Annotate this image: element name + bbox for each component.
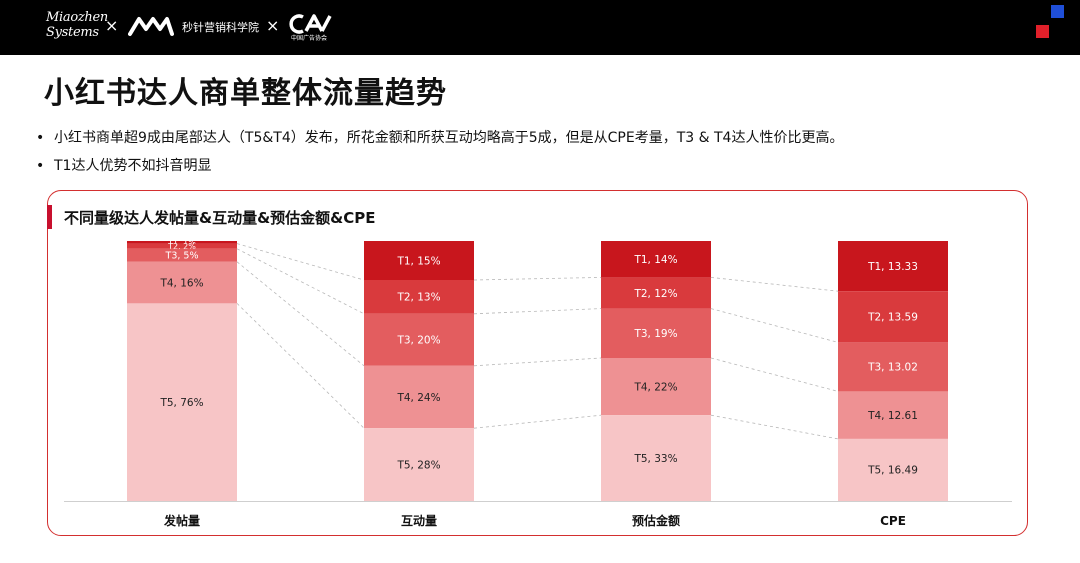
decor-square-blue bbox=[1051, 5, 1064, 18]
bar-segment-t3 bbox=[838, 342, 948, 392]
bar-segment-t4 bbox=[364, 365, 474, 429]
bar-segment-t1 bbox=[838, 241, 948, 292]
chart-card-accent bbox=[47, 205, 52, 229]
connector-line bbox=[236, 248, 365, 315]
data-label: T4, 24% bbox=[396, 392, 440, 404]
bar-segment-t4 bbox=[127, 261, 237, 304]
bar-1: T1, 1%T2, 2%T3, 5% T4, 16% T5, 76% bbox=[127, 238, 237, 501]
connector-line bbox=[473, 414, 602, 429]
bar-segment-t5 bbox=[127, 303, 237, 501]
bar-segment-t3 bbox=[601, 308, 711, 358]
caa-logo-icon bbox=[289, 14, 332, 34]
data-label: T4, 16% bbox=[159, 277, 203, 289]
academy-name: 秒针营销科学院 bbox=[182, 21, 259, 34]
bar-segment-t1 bbox=[601, 241, 711, 278]
bar-segment-t2 bbox=[127, 243, 237, 249]
x-tick-label: 发帖量 bbox=[163, 513, 200, 528]
connector-line bbox=[236, 261, 365, 367]
connector-line bbox=[236, 243, 365, 281]
bar-segment-t5 bbox=[601, 415, 711, 501]
data-label: T4, 12.61 bbox=[867, 410, 918, 422]
connector-line bbox=[473, 308, 602, 315]
bar-2: T1, 15% T2, 13% T3, 20% T4, 24% T5, 28% bbox=[364, 241, 474, 501]
data-label: T4, 22% bbox=[633, 381, 677, 393]
bar-segment-t2 bbox=[838, 291, 948, 343]
data-label: T1, 13.33 bbox=[867, 261, 918, 273]
bar-segment-t3 bbox=[364, 313, 474, 366]
bar-segment-t4 bbox=[838, 391, 948, 439]
data-label: T1, 1% bbox=[167, 238, 196, 247]
connector-line bbox=[473, 277, 602, 281]
connector-line bbox=[473, 357, 602, 367]
data-label: T2, 13.59 bbox=[867, 312, 918, 324]
bar-segment-t3 bbox=[127, 248, 237, 262]
data-label: T5, 76% bbox=[159, 397, 203, 409]
bar-segment-t2 bbox=[364, 280, 474, 314]
page-title: 小红书达人商单整体流量趋势 bbox=[44, 76, 447, 111]
academy-mark-icon bbox=[128, 17, 174, 36]
chart-title: 不同量级达人发帖量&互动量&预估金额&CPE bbox=[64, 209, 376, 227]
connector-line bbox=[710, 277, 839, 292]
connector-line bbox=[710, 308, 839, 343]
bar-segment-t4 bbox=[601, 358, 711, 416]
bar-segment-t5 bbox=[364, 428, 474, 501]
data-label: T3, 13.02 bbox=[867, 362, 918, 374]
x-tick-label: 预估金额 bbox=[632, 513, 680, 528]
data-label: T2, 12% bbox=[633, 288, 677, 300]
connector-line bbox=[710, 357, 839, 392]
data-label: T5, 16.49 bbox=[867, 465, 918, 477]
miaozhen-logo-line1: Miaozhen bbox=[46, 10, 108, 25]
data-label: T2, 2% bbox=[167, 242, 196, 251]
x-tick-label: 互动量 bbox=[401, 514, 437, 528]
series-connectors bbox=[236, 243, 839, 440]
bar-segment-t1 bbox=[364, 241, 474, 280]
data-label: T3, 5% bbox=[165, 251, 199, 262]
data-label: T5, 33% bbox=[633, 453, 677, 465]
bar-4: T1, 13.33 T2, 13.59 T3, 13.02 T4, 12.61 T5, … bbox=[838, 241, 948, 501]
bar-3: T1, 14% T2, 12% T3, 19% T4, 22% T5, 33% bbox=[601, 241, 711, 501]
top-bar: Miaozhen Systems × 秒针营销科学院 × 中国广告协会 bbox=[0, 0, 1080, 55]
data-label: T3, 20% bbox=[396, 335, 440, 347]
bullet-item: 小红书商单超9成由尾部达人（T5&T4）发布，所花金额和所获互动均略高于5成，但… bbox=[36, 124, 843, 152]
bar-segment-t5 bbox=[838, 438, 948, 501]
miaozhen-logo: Miaozhen Systems bbox=[46, 10, 108, 40]
bullet-list: 小红书商单超9成由尾部达人（T5&T4）发布，所花金额和所获互动均略高于5成，但… bbox=[36, 124, 843, 180]
decor-square-red bbox=[1036, 25, 1049, 38]
bar-segment-t2 bbox=[601, 277, 711, 309]
bullet-item: T1达人优势不如抖音明显 bbox=[36, 152, 843, 180]
connector-line bbox=[236, 303, 365, 429]
x-tick-label: CPE bbox=[880, 514, 906, 528]
data-label: T2, 13% bbox=[396, 292, 440, 304]
data-label: T1, 14% bbox=[633, 254, 677, 266]
miaozhen-logo-line2: Systems bbox=[46, 25, 99, 40]
connector-line bbox=[710, 414, 839, 440]
caa-name: 中国广告协会 bbox=[291, 35, 328, 42]
data-label: T1, 15% bbox=[396, 255, 440, 267]
data-label: T3, 19% bbox=[633, 328, 677, 340]
data-label: T5, 28% bbox=[396, 459, 440, 471]
logo-separator-2: × bbox=[266, 16, 280, 35]
bar-segment-t1 bbox=[127, 241, 237, 244]
logo-separator: × bbox=[105, 16, 119, 35]
